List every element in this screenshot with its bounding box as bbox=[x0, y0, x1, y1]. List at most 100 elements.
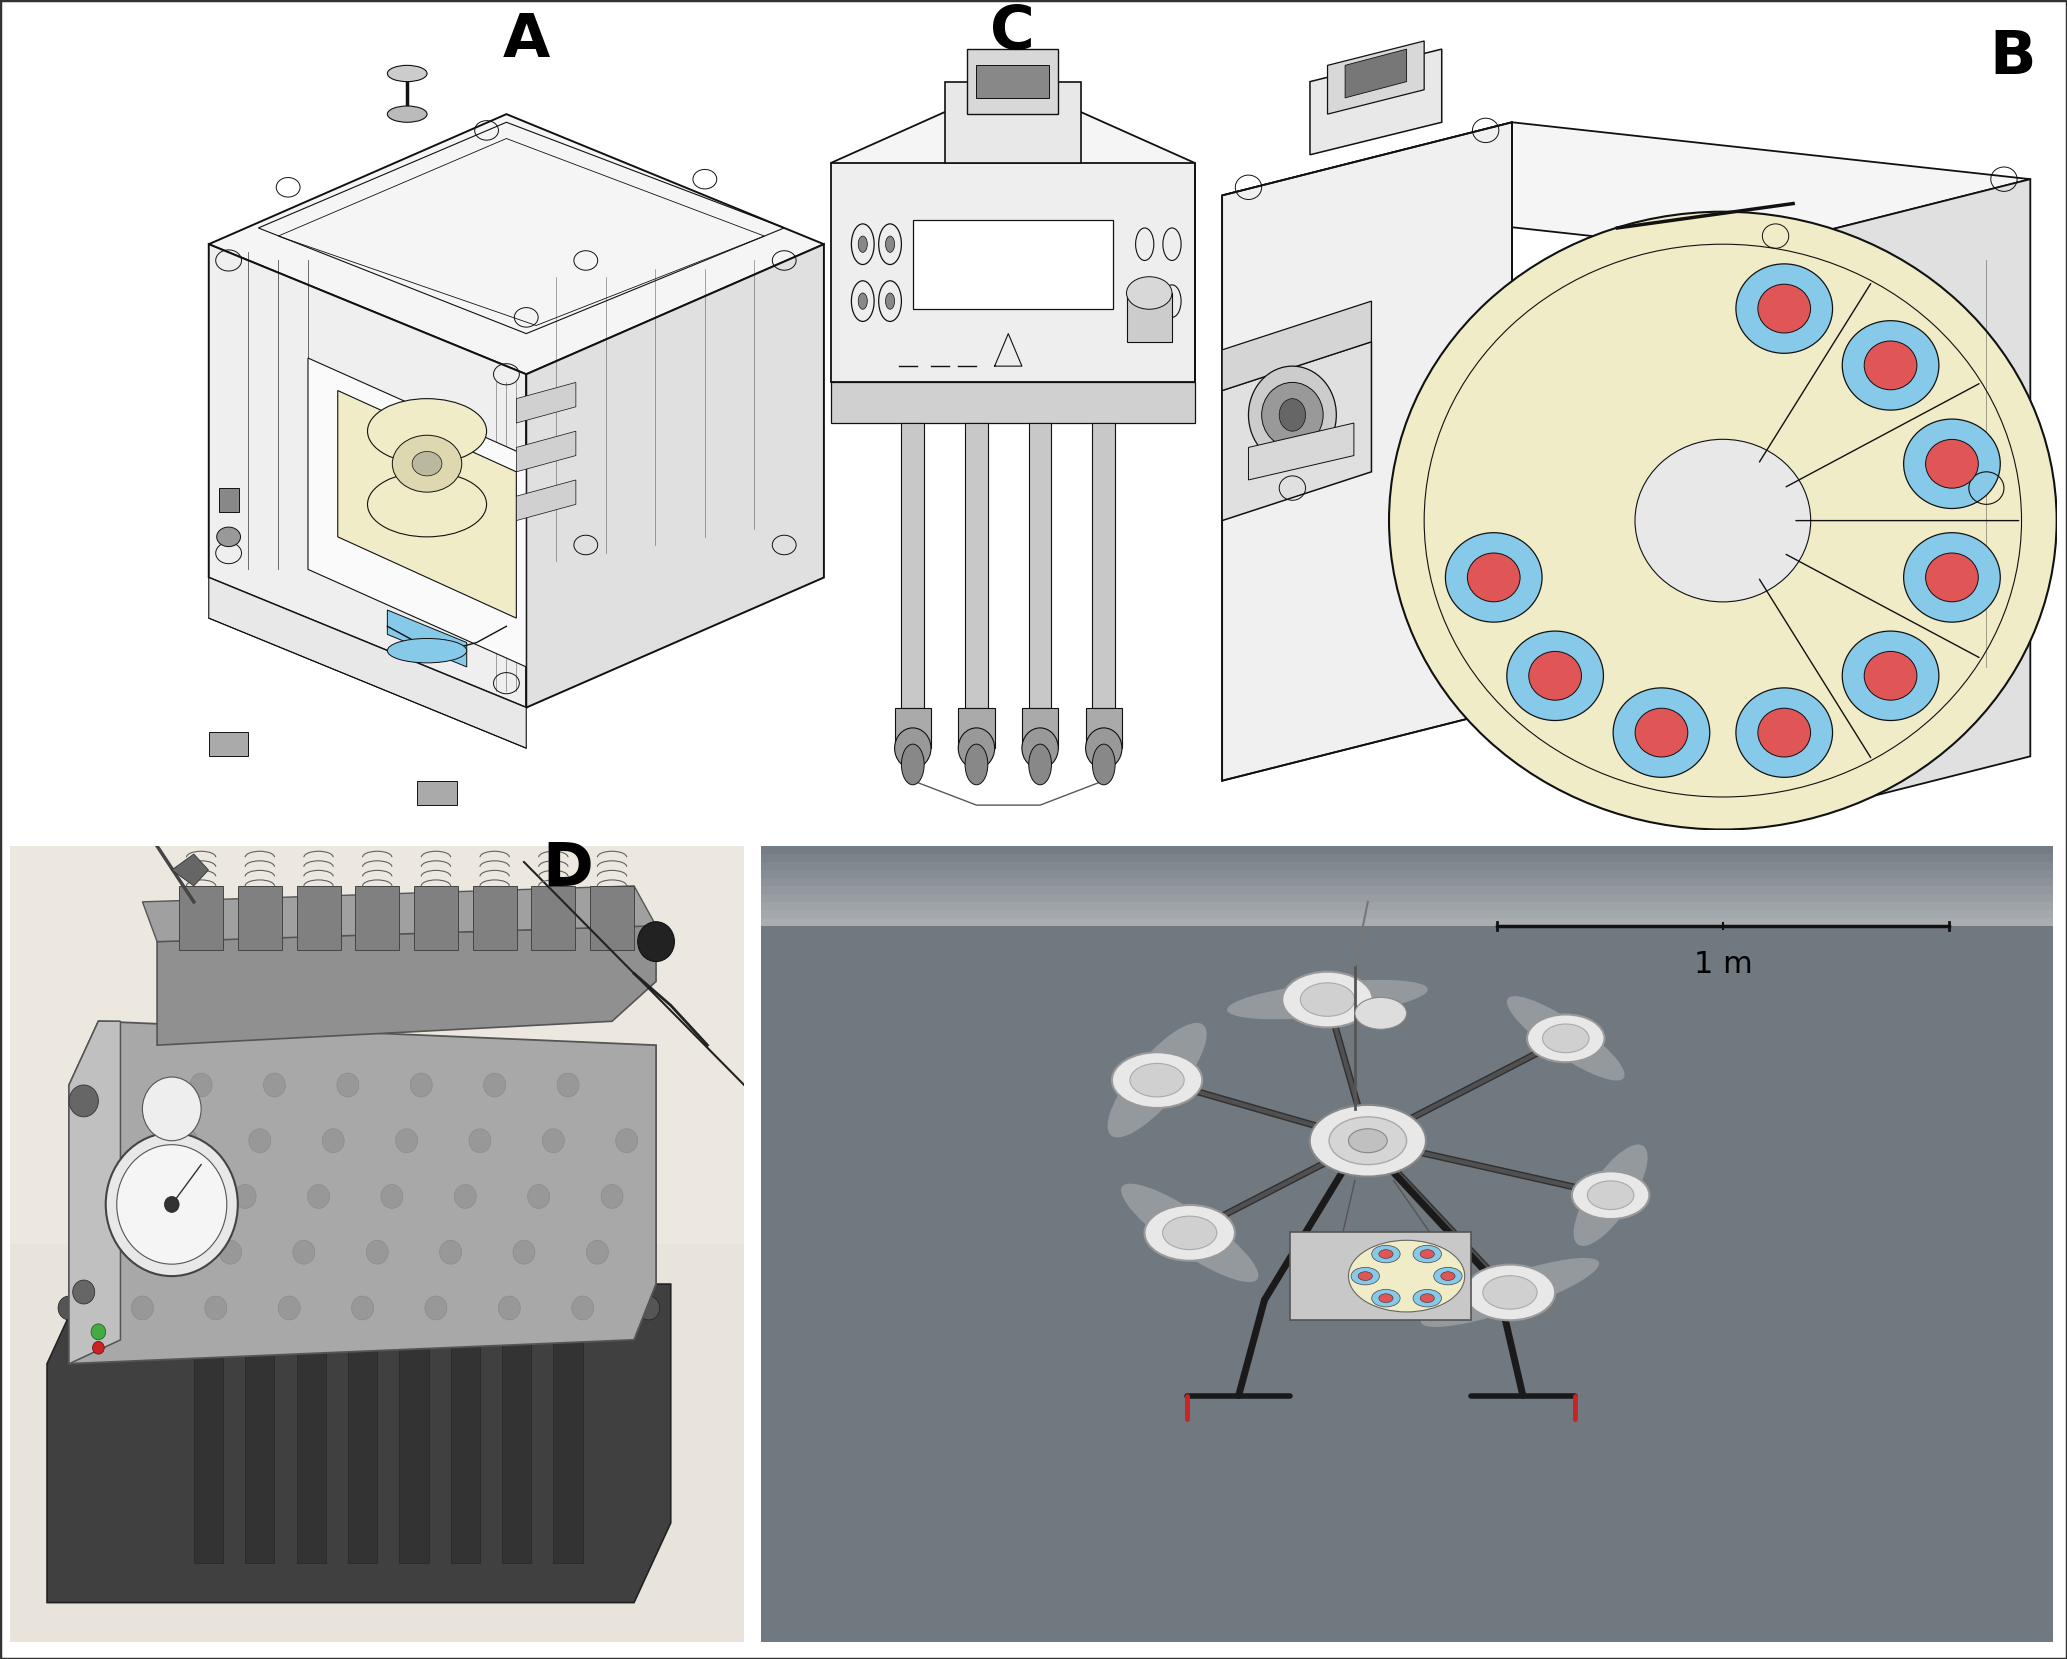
Polygon shape bbox=[531, 886, 575, 949]
Circle shape bbox=[858, 294, 868, 309]
Circle shape bbox=[587, 1241, 608, 1264]
Polygon shape bbox=[517, 479, 577, 521]
Circle shape bbox=[72, 1281, 95, 1304]
Circle shape bbox=[455, 1185, 475, 1208]
Ellipse shape bbox=[368, 398, 486, 463]
Ellipse shape bbox=[387, 106, 428, 123]
Circle shape bbox=[380, 1185, 403, 1208]
Polygon shape bbox=[831, 163, 1195, 383]
Polygon shape bbox=[10, 846, 744, 1642]
Circle shape bbox=[411, 451, 442, 476]
Polygon shape bbox=[527, 244, 825, 707]
Polygon shape bbox=[337, 390, 517, 619]
Polygon shape bbox=[1093, 423, 1116, 707]
Polygon shape bbox=[761, 878, 2053, 886]
Polygon shape bbox=[831, 383, 1195, 423]
Polygon shape bbox=[761, 869, 2053, 878]
Polygon shape bbox=[761, 894, 2053, 902]
Polygon shape bbox=[1310, 50, 1441, 154]
Polygon shape bbox=[418, 781, 457, 805]
Circle shape bbox=[1029, 745, 1052, 785]
Polygon shape bbox=[831, 81, 1195, 244]
Text: D: D bbox=[542, 841, 593, 899]
Circle shape bbox=[858, 236, 868, 252]
Circle shape bbox=[1112, 1052, 1203, 1108]
Circle shape bbox=[1842, 320, 1939, 410]
Circle shape bbox=[116, 1145, 227, 1264]
Circle shape bbox=[1904, 533, 2001, 622]
Circle shape bbox=[1904, 420, 2001, 509]
Circle shape bbox=[885, 294, 895, 309]
Polygon shape bbox=[387, 611, 467, 667]
Polygon shape bbox=[356, 886, 399, 949]
Circle shape bbox=[1612, 688, 1709, 778]
Polygon shape bbox=[347, 1324, 376, 1563]
Circle shape bbox=[1420, 1294, 1434, 1302]
Circle shape bbox=[1348, 1128, 1387, 1153]
Polygon shape bbox=[68, 1022, 120, 1364]
Circle shape bbox=[1864, 652, 1916, 700]
Circle shape bbox=[366, 1241, 389, 1264]
Circle shape bbox=[1282, 972, 1372, 1027]
Polygon shape bbox=[761, 909, 2053, 917]
Polygon shape bbox=[761, 854, 2053, 863]
Polygon shape bbox=[209, 114, 825, 375]
Text: C: C bbox=[990, 3, 1036, 63]
Circle shape bbox=[68, 1085, 99, 1117]
Circle shape bbox=[322, 1128, 345, 1153]
Circle shape bbox=[1482, 1276, 1538, 1309]
Circle shape bbox=[1736, 264, 1833, 353]
Circle shape bbox=[426, 1296, 446, 1321]
Ellipse shape bbox=[1021, 728, 1058, 768]
Polygon shape bbox=[967, 50, 1058, 114]
Ellipse shape bbox=[387, 639, 467, 664]
Polygon shape bbox=[209, 244, 527, 707]
Circle shape bbox=[279, 1296, 300, 1321]
Circle shape bbox=[176, 1128, 198, 1153]
Ellipse shape bbox=[387, 65, 428, 81]
Circle shape bbox=[205, 1296, 227, 1321]
Polygon shape bbox=[1222, 123, 1511, 781]
Polygon shape bbox=[238, 886, 281, 949]
Circle shape bbox=[1468, 552, 1519, 602]
Circle shape bbox=[1441, 1272, 1455, 1281]
Circle shape bbox=[132, 1296, 153, 1321]
Polygon shape bbox=[1327, 41, 1424, 114]
Circle shape bbox=[885, 236, 895, 252]
Circle shape bbox=[1145, 1204, 1234, 1261]
Circle shape bbox=[498, 1296, 521, 1321]
Circle shape bbox=[1842, 630, 1939, 720]
Circle shape bbox=[143, 1077, 200, 1141]
Polygon shape bbox=[1222, 342, 1370, 521]
Ellipse shape bbox=[1228, 980, 1428, 1019]
Circle shape bbox=[1736, 688, 1833, 778]
Circle shape bbox=[1466, 1264, 1554, 1321]
Polygon shape bbox=[895, 707, 930, 748]
Ellipse shape bbox=[1127, 277, 1172, 309]
Polygon shape bbox=[157, 926, 655, 1045]
Polygon shape bbox=[209, 577, 527, 748]
Circle shape bbox=[1372, 1246, 1399, 1262]
Circle shape bbox=[1445, 533, 1542, 622]
Circle shape bbox=[294, 1241, 314, 1264]
Circle shape bbox=[308, 1185, 329, 1208]
Polygon shape bbox=[1127, 294, 1172, 342]
Polygon shape bbox=[48, 1284, 670, 1603]
Polygon shape bbox=[1222, 300, 1370, 390]
Ellipse shape bbox=[1279, 398, 1306, 431]
Circle shape bbox=[1864, 342, 1916, 390]
Circle shape bbox=[395, 1128, 418, 1153]
Circle shape bbox=[1300, 982, 1354, 1017]
Circle shape bbox=[1310, 1105, 1426, 1176]
Ellipse shape bbox=[1507, 995, 1625, 1080]
Polygon shape bbox=[761, 886, 2053, 894]
Polygon shape bbox=[1085, 707, 1122, 748]
Polygon shape bbox=[1346, 50, 1406, 98]
Circle shape bbox=[219, 1241, 242, 1264]
Circle shape bbox=[165, 1196, 180, 1213]
Text: A: A bbox=[502, 12, 550, 70]
Circle shape bbox=[639, 922, 674, 962]
Circle shape bbox=[1926, 440, 1978, 488]
Circle shape bbox=[190, 1073, 213, 1097]
Ellipse shape bbox=[1420, 1258, 1600, 1327]
